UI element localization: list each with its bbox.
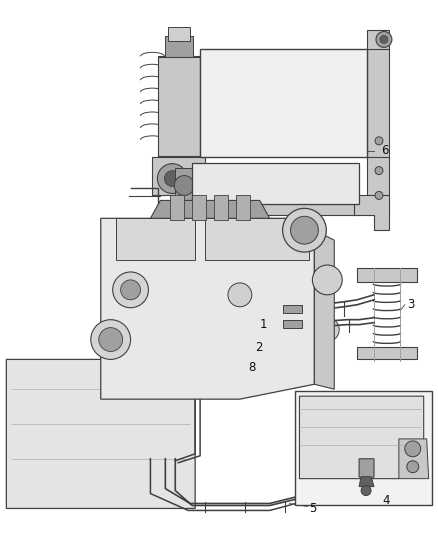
Bar xyxy=(192,163,359,204)
Bar xyxy=(236,196,250,220)
Bar xyxy=(170,196,184,220)
Circle shape xyxy=(164,171,180,187)
Text: 1: 1 xyxy=(260,318,267,331)
Circle shape xyxy=(113,272,148,308)
Polygon shape xyxy=(205,219,309,260)
Polygon shape xyxy=(399,439,429,479)
Text: 5: 5 xyxy=(309,502,317,515)
Circle shape xyxy=(321,324,333,336)
Circle shape xyxy=(290,216,318,244)
Text: 8: 8 xyxy=(248,361,255,374)
Circle shape xyxy=(375,137,383,145)
Bar xyxy=(200,50,367,157)
Polygon shape xyxy=(159,56,200,157)
Bar xyxy=(357,268,417,282)
Polygon shape xyxy=(300,396,424,479)
Polygon shape xyxy=(101,219,314,399)
Bar xyxy=(214,196,228,220)
Polygon shape xyxy=(354,196,389,230)
Text: 3: 3 xyxy=(407,298,414,311)
Circle shape xyxy=(312,265,342,295)
Circle shape xyxy=(174,175,194,196)
Text: 6: 6 xyxy=(381,144,389,157)
Circle shape xyxy=(375,167,383,175)
Polygon shape xyxy=(175,168,194,200)
Circle shape xyxy=(228,283,252,307)
Polygon shape xyxy=(359,459,374,483)
Circle shape xyxy=(407,461,419,473)
Bar xyxy=(357,348,417,359)
Circle shape xyxy=(91,320,131,359)
Bar xyxy=(294,391,431,505)
Polygon shape xyxy=(367,29,389,215)
Circle shape xyxy=(120,280,141,300)
Polygon shape xyxy=(192,204,359,215)
Polygon shape xyxy=(314,230,334,389)
Polygon shape xyxy=(152,157,205,196)
Text: 2: 2 xyxy=(255,341,262,354)
Text: 7: 7 xyxy=(285,244,292,256)
Polygon shape xyxy=(359,477,374,487)
Bar xyxy=(192,196,206,220)
Polygon shape xyxy=(7,359,195,508)
Circle shape xyxy=(361,486,371,496)
Bar xyxy=(168,27,190,42)
Polygon shape xyxy=(165,36,193,58)
Circle shape xyxy=(99,328,123,351)
Circle shape xyxy=(283,208,326,252)
Polygon shape xyxy=(116,219,195,260)
Circle shape xyxy=(157,164,187,193)
Text: 4: 4 xyxy=(382,494,389,507)
Polygon shape xyxy=(150,200,270,219)
Circle shape xyxy=(376,31,392,47)
Circle shape xyxy=(380,36,388,43)
Bar xyxy=(283,320,303,328)
Circle shape xyxy=(319,272,335,288)
Bar xyxy=(283,305,303,313)
Circle shape xyxy=(405,441,421,457)
Circle shape xyxy=(315,318,339,342)
Circle shape xyxy=(375,191,383,199)
